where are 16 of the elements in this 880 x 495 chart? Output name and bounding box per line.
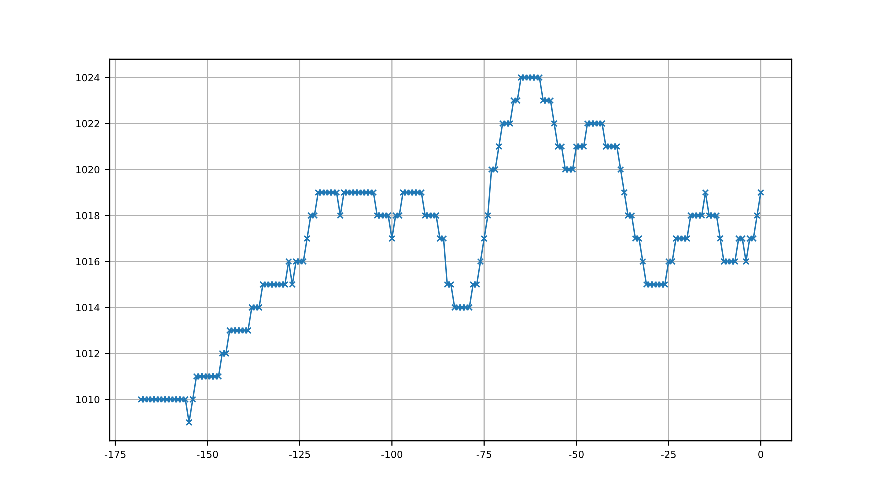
y-tick-label: 1012	[76, 350, 100, 358]
y-tick-label: 1022	[76, 120, 100, 128]
y-tick-label: 1016	[76, 258, 100, 266]
y-tick-label: 1024	[76, 74, 100, 82]
y-tick-label: 1010	[76, 396, 100, 404]
x-tick-label: -175	[104, 451, 126, 458]
y-tick-label: 1018	[76, 212, 100, 220]
x-tick-label: -125	[289, 450, 310, 458]
x-tick-label: 0	[758, 450, 764, 458]
y-tick-label: 1020	[76, 166, 100, 174]
x-tick-label: -50	[569, 450, 584, 458]
x-tick-label: -25	[661, 450, 676, 458]
x-tick-label: -75	[476, 451, 492, 458]
x-tick-label: -150	[197, 450, 218, 458]
y-tick-label: 1014	[76, 304, 100, 312]
x-tick-label: -100	[382, 450, 403, 458]
